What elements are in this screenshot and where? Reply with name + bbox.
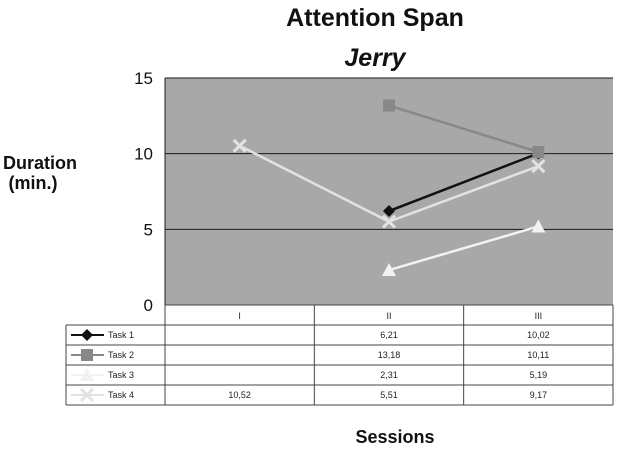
data-point <box>531 219 546 233</box>
series-line <box>388 225 539 272</box>
data-point <box>532 146 545 159</box>
chart-title: Attention Span <box>286 4 464 32</box>
y-tick-label: 5 <box>144 220 153 239</box>
y-tick-label: 0 <box>144 296 153 315</box>
data-label: 5,19 <box>530 370 548 380</box>
legend-marker <box>80 368 94 381</box>
data-label: 9,17 <box>530 390 548 400</box>
series-line <box>388 104 539 154</box>
data-point <box>232 138 247 153</box>
y-axis-label: Duration (min.) <box>3 153 77 193</box>
legend-marker <box>79 387 95 403</box>
legend-label: Task 4 <box>108 390 134 400</box>
data-label: 10,11 <box>527 350 549 360</box>
data-point <box>382 263 396 277</box>
data-point <box>383 99 395 112</box>
legend-label: Task 2 <box>108 350 134 360</box>
legend-marker <box>81 329 93 341</box>
data-label: 2,31 <box>380 370 398 380</box>
data-label: 10,02 <box>527 330 550 340</box>
legend-marker <box>81 349 93 361</box>
y-tick-label: 10 <box>134 145 153 164</box>
legend-label: Task 3 <box>108 370 134 380</box>
x-tick-label: I <box>238 311 241 321</box>
data-point <box>531 159 546 174</box>
data-point <box>381 214 397 229</box>
data-label: 5,51 <box>380 390 398 400</box>
y-tick-label: 15 <box>134 69 153 88</box>
x-tick-label: III <box>535 311 543 321</box>
legend-label: Task 1 <box>108 330 134 340</box>
x-axis-label: Sessions <box>355 427 435 447</box>
series-line <box>388 152 539 213</box>
data-label: 10,52 <box>228 390 251 400</box>
data-label: 6,21 <box>380 330 398 340</box>
chart-subtitle: Jerry <box>344 44 406 72</box>
data-label: 13,18 <box>378 350 401 360</box>
x-tick-label: II <box>386 311 391 321</box>
data-point <box>383 205 395 218</box>
